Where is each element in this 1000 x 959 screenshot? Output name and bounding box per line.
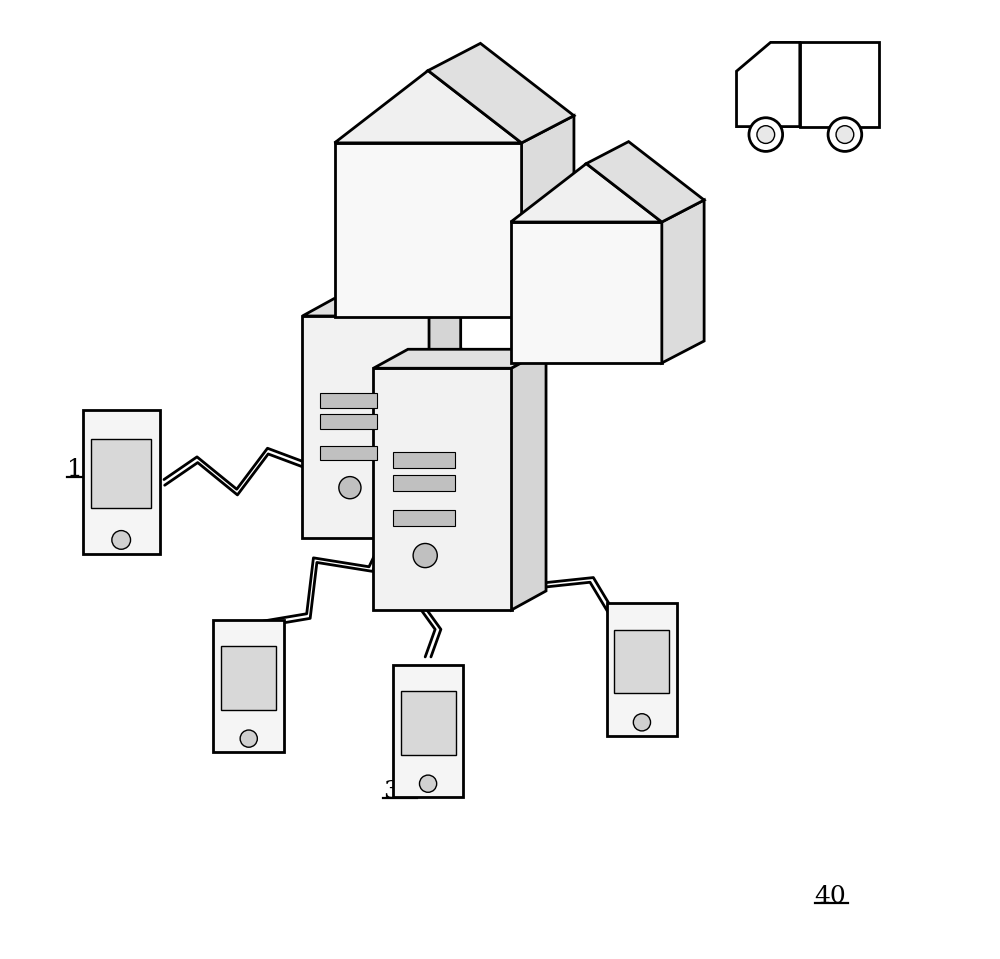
Polygon shape: [428, 43, 574, 143]
Polygon shape: [512, 349, 546, 610]
Text: 30: 30: [383, 780, 415, 803]
Polygon shape: [373, 368, 512, 610]
Polygon shape: [614, 630, 669, 693]
Circle shape: [828, 118, 862, 152]
Polygon shape: [393, 665, 463, 797]
Circle shape: [633, 713, 651, 731]
Circle shape: [419, 775, 437, 792]
Text: 10: 10: [67, 458, 98, 481]
Circle shape: [836, 126, 854, 144]
Polygon shape: [320, 446, 377, 460]
Polygon shape: [335, 71, 522, 143]
Text: 40: 40: [815, 885, 846, 908]
Polygon shape: [511, 164, 662, 222]
Polygon shape: [373, 349, 546, 368]
Polygon shape: [511, 200, 704, 222]
Polygon shape: [393, 453, 455, 468]
Circle shape: [749, 118, 783, 152]
Polygon shape: [302, 316, 429, 537]
Polygon shape: [91, 439, 151, 508]
Polygon shape: [393, 510, 455, 526]
Polygon shape: [320, 414, 377, 429]
Polygon shape: [335, 143, 522, 317]
Circle shape: [339, 477, 361, 499]
Polygon shape: [429, 298, 461, 537]
Polygon shape: [83, 410, 160, 554]
Polygon shape: [302, 298, 461, 316]
Polygon shape: [351, 278, 476, 403]
Circle shape: [240, 730, 257, 747]
Circle shape: [413, 544, 437, 568]
Circle shape: [757, 126, 775, 144]
Polygon shape: [401, 691, 456, 755]
Text: 20: 20: [303, 478, 335, 501]
Polygon shape: [320, 393, 377, 408]
Polygon shape: [662, 200, 704, 363]
Polygon shape: [800, 42, 879, 127]
Polygon shape: [586, 142, 704, 222]
Polygon shape: [393, 476, 455, 491]
Polygon shape: [607, 603, 677, 736]
Polygon shape: [335, 116, 574, 143]
Polygon shape: [522, 116, 574, 317]
Polygon shape: [213, 620, 284, 752]
Polygon shape: [737, 42, 800, 127]
Circle shape: [112, 530, 131, 550]
Polygon shape: [221, 646, 276, 710]
Polygon shape: [511, 222, 662, 363]
